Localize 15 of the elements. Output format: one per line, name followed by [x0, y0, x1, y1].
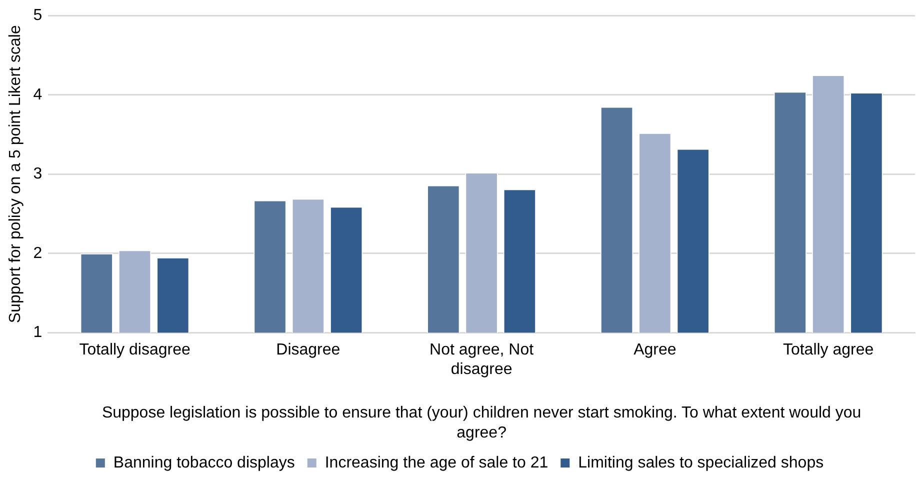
- y-tick-label: 5: [33, 7, 42, 24]
- legend-label: Banning tobacco displays: [113, 454, 295, 472]
- x-tick-label: Totally agree: [782, 342, 874, 359]
- x-axis-title: Suppose legislation is possible to ensure that (your) children never start smoking. To what extent would you agree?: [102, 404, 862, 442]
- y-tick-label: 4: [33, 86, 42, 104]
- y-tick-label: 2: [33, 244, 42, 262]
- x-tick-label: Not agree, Not disagree: [430, 342, 534, 378]
- x-tick-label: Disagree: [276, 342, 340, 359]
- y-tick-label: 3: [33, 166, 42, 183]
- x-tick-label: Agree: [634, 342, 676, 359]
- legend-label: Increasing the age of sale to 21: [324, 454, 548, 472]
- y-axis-title: Support for policy on a 5 point Likert scale: [7, 25, 24, 324]
- y-tick-label: 1: [33, 324, 42, 342]
- x-tick-label: Totally disagree: [79, 342, 190, 359]
- legend-label: Limiting sales to specialized shops: [578, 454, 824, 472]
